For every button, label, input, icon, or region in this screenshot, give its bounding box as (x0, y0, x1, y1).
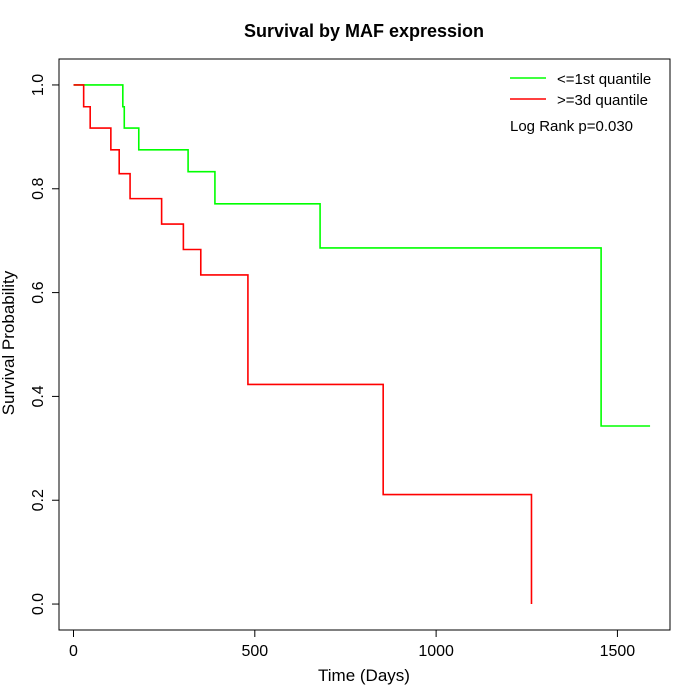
x-tick-label-1500: 1500 (600, 643, 636, 660)
survival-curve-low (73, 84, 651, 427)
y-axis: 0.0 0.2 0.4 0.6 0.8 1.0 (30, 74, 59, 615)
legend-label-low: <=1st quantile (557, 71, 651, 88)
y-tick-label-5: 1.0 (30, 74, 47, 96)
legend-label-high: >=3d quantile (557, 92, 648, 109)
x-tick-label-1000: 1000 (418, 643, 454, 660)
logrank-annotation: Log Rank p=0.030 (510, 118, 633, 135)
x-tick-label-500: 500 (241, 643, 268, 660)
x-tick-label-0: 0 (69, 643, 78, 660)
chart-title: Survival by MAF expression (244, 21, 484, 41)
y-tick-label-3: 0.6 (30, 281, 47, 303)
series-layer (73, 84, 651, 605)
x-axis-label: Time (Days) (318, 666, 410, 685)
y-axis-label: Survival Probability (0, 270, 18, 415)
y-tick-label-2: 0.4 (30, 385, 47, 407)
y-tick-label-0: 0.0 (30, 593, 47, 615)
plot-frame (58, 58, 671, 631)
y-tick-label-1: 0.2 (30, 489, 47, 511)
y-tick-label-4: 0.8 (30, 178, 47, 200)
legend: <=1st quantile >=3d quantile (510, 71, 651, 109)
survival-curve-high (73, 84, 533, 605)
x-axis: 0 500 1000 1500 (69, 630, 635, 660)
